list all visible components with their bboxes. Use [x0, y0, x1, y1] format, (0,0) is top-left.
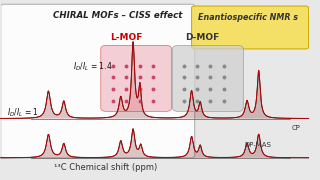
Text: ¹³C Chemical shift (ppm): ¹³C Chemical shift (ppm)	[54, 163, 157, 172]
FancyBboxPatch shape	[172, 45, 243, 111]
FancyBboxPatch shape	[192, 6, 308, 49]
Polygon shape	[1, 129, 308, 158]
Text: L-MOF: L-MOF	[110, 33, 142, 42]
FancyBboxPatch shape	[101, 45, 172, 111]
Text: DP-MAS: DP-MAS	[244, 142, 271, 148]
FancyBboxPatch shape	[1, 4, 195, 158]
Polygon shape	[1, 42, 308, 119]
Polygon shape	[1, 129, 308, 158]
Text: $I_D/I_L$ = 1: $I_D/I_L$ = 1	[7, 107, 39, 120]
Text: D-MOF: D-MOF	[185, 33, 219, 42]
Text: CHIRAL MOFs – CISS effect: CHIRAL MOFs – CISS effect	[53, 11, 182, 20]
Text: $I_D/I_L$ = 1.4: $I_D/I_L$ = 1.4	[73, 60, 113, 73]
Text: CP: CP	[292, 125, 300, 131]
Polygon shape	[1, 42, 308, 119]
Text: Enantiospecific NMR s: Enantiospecific NMR s	[198, 13, 298, 22]
